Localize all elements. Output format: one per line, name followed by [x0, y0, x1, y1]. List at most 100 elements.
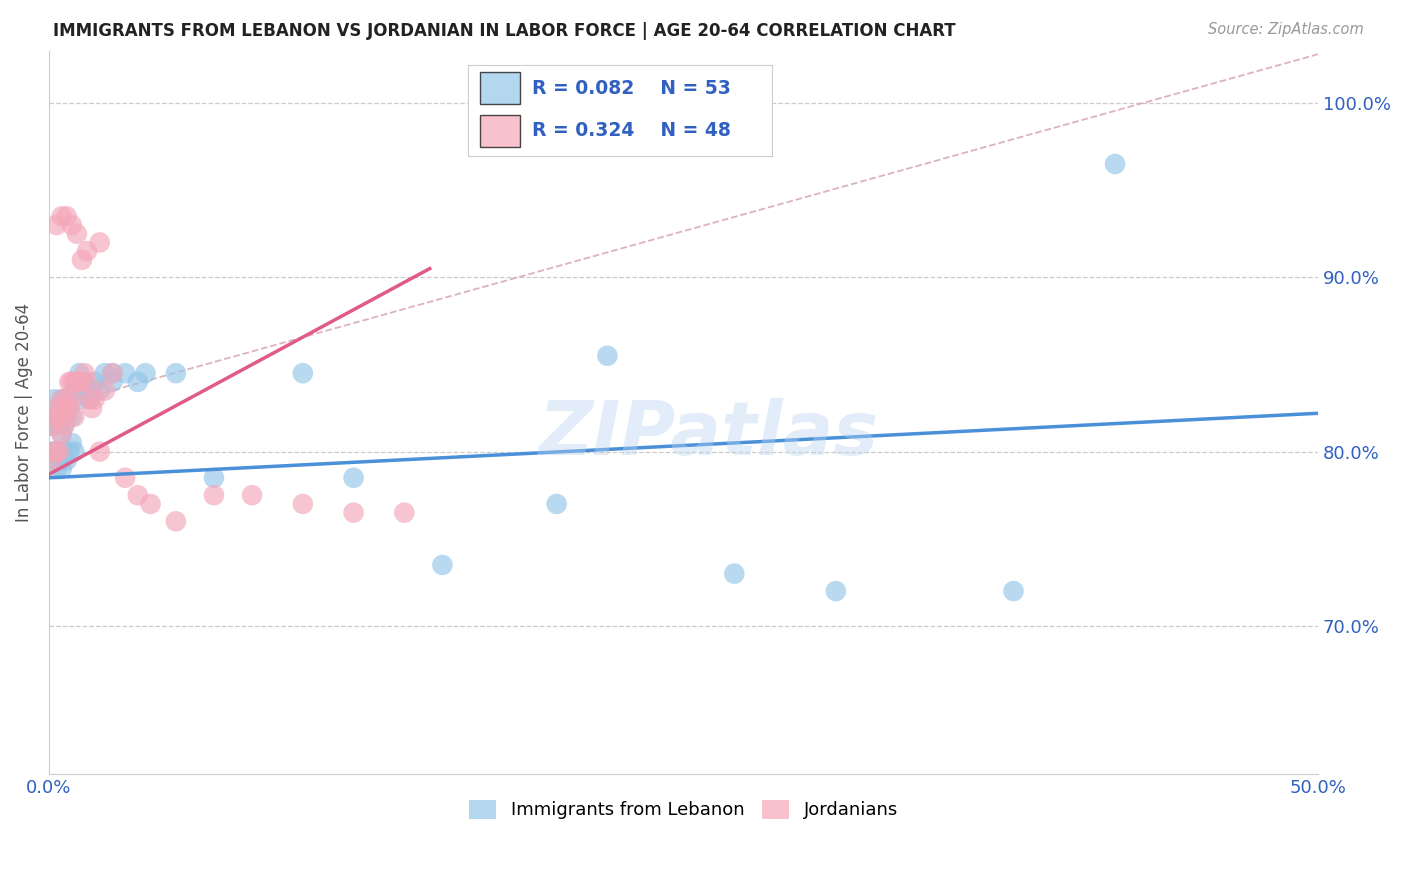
- Point: [42, 444, 65, 458]
- Point: [48, 444, 70, 458]
- Point: [89, 235, 111, 250]
- Point: [63, 444, 86, 458]
- Point: [67, 392, 90, 407]
- Point: [94, 384, 117, 398]
- Text: IMMIGRANTS FROM LEBANON VS JORDANIAN IN LABOR FORCE | AGE 20-64 CORRELATION CHAR: IMMIGRANTS FROM LEBANON VS JORDANIAN IN …: [53, 22, 956, 40]
- Point: [45, 462, 67, 476]
- Point: [202, 488, 225, 502]
- Point: [70, 252, 93, 267]
- Point: [79, 392, 101, 407]
- Point: [82, 401, 104, 415]
- Point: [67, 375, 90, 389]
- Point: [51, 392, 73, 407]
- Point: [53, 444, 76, 458]
- Point: [82, 384, 104, 398]
- Point: [127, 488, 149, 502]
- Point: [67, 366, 90, 380]
- Point: [55, 409, 77, 424]
- Point: [824, 584, 846, 599]
- Text: ZIPatlas: ZIPatlas: [538, 398, 879, 471]
- Point: [60, 375, 83, 389]
- Point: [596, 349, 619, 363]
- Point: [76, 244, 98, 259]
- Point: [66, 375, 89, 389]
- Point: [51, 427, 73, 442]
- Point: [134, 366, 156, 380]
- Point: [55, 409, 77, 424]
- Point: [60, 409, 83, 424]
- Point: [41, 444, 63, 458]
- Point: [58, 375, 80, 389]
- Point: [83, 392, 105, 407]
- Point: [63, 375, 86, 389]
- Point: [101, 366, 124, 380]
- Point: [83, 375, 105, 389]
- Point: [45, 444, 67, 458]
- Point: [48, 444, 70, 458]
- Point: [70, 375, 93, 389]
- Point: [45, 444, 67, 458]
- Text: Source: ZipAtlas.com: Source: ZipAtlas.com: [1208, 22, 1364, 37]
- Point: [114, 366, 136, 380]
- Point: [546, 497, 568, 511]
- Point: [139, 497, 162, 511]
- Point: [342, 471, 364, 485]
- Point: [53, 392, 76, 407]
- Point: [94, 366, 117, 380]
- Point: [51, 453, 73, 467]
- Point: [101, 375, 124, 389]
- Point: [1002, 584, 1025, 599]
- Point: [342, 506, 364, 520]
- Point: [42, 418, 65, 433]
- Point: [55, 209, 77, 223]
- Point: [42, 444, 65, 458]
- Point: [394, 506, 416, 520]
- Point: [60, 392, 83, 407]
- Point: [58, 401, 80, 415]
- Point: [45, 409, 67, 424]
- Point: [60, 436, 83, 450]
- Point: [723, 566, 745, 581]
- Y-axis label: In Labor Force | Age 20-64: In Labor Force | Age 20-64: [15, 303, 32, 522]
- Point: [76, 384, 98, 398]
- Point: [76, 375, 98, 389]
- Point: [432, 558, 454, 572]
- Point: [291, 366, 314, 380]
- Point: [42, 392, 65, 407]
- Point: [127, 375, 149, 389]
- Point: [60, 218, 83, 232]
- Point: [89, 444, 111, 458]
- Point: [51, 392, 73, 407]
- Point: [53, 418, 76, 433]
- Point: [41, 453, 63, 467]
- Point: [165, 514, 187, 528]
- Point: [51, 427, 73, 442]
- Point: [51, 209, 73, 223]
- Point: [202, 471, 225, 485]
- Point: [101, 366, 124, 380]
- Point: [63, 384, 86, 398]
- Point: [55, 453, 77, 467]
- Point: [114, 471, 136, 485]
- Point: [73, 366, 96, 380]
- Point: [79, 392, 101, 407]
- Point: [53, 418, 76, 433]
- Point: [45, 453, 67, 467]
- Point: [48, 401, 70, 415]
- Point: [70, 375, 93, 389]
- Point: [73, 375, 96, 389]
- Point: [51, 462, 73, 476]
- Point: [240, 488, 263, 502]
- Point: [58, 444, 80, 458]
- Point: [53, 401, 76, 415]
- Point: [1104, 157, 1126, 171]
- Point: [41, 418, 63, 433]
- Point: [45, 218, 67, 232]
- Point: [48, 409, 70, 424]
- Point: [89, 384, 111, 398]
- Point: [66, 227, 89, 241]
- Point: [66, 375, 89, 389]
- Point: [55, 392, 77, 407]
- Point: [291, 497, 314, 511]
- Point: [42, 409, 65, 424]
